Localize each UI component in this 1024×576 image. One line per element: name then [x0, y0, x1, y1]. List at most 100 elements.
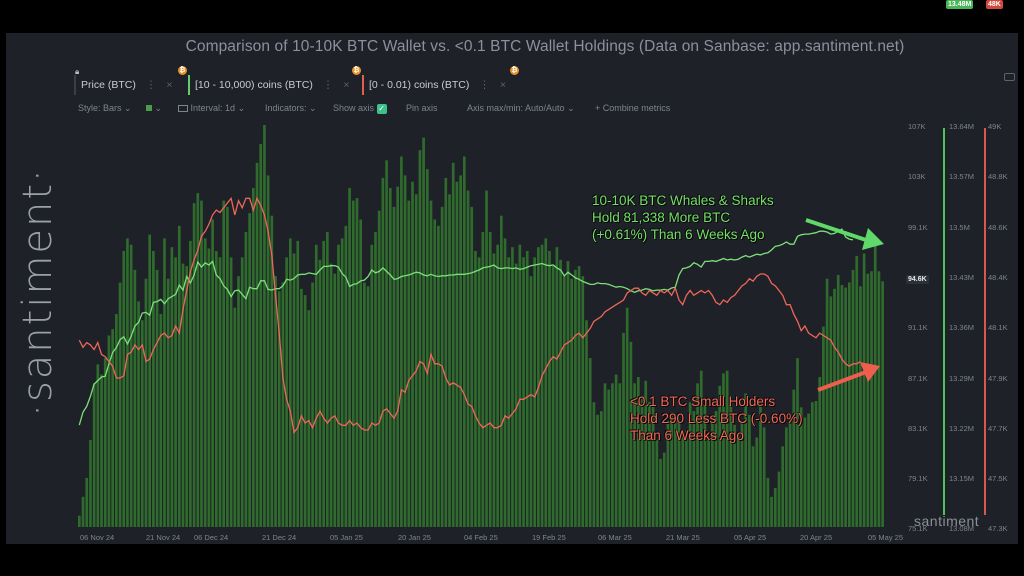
price-axis-tick: 83.1K	[908, 423, 928, 433]
price-bar	[633, 383, 636, 527]
price-bar	[562, 276, 566, 527]
price-bar	[207, 248, 211, 527]
price-bar	[233, 307, 237, 527]
price-bar	[759, 402, 762, 527]
whales-arrow	[805, 218, 873, 244]
combine-metrics-button[interactable]: + Combine metrics	[595, 103, 671, 113]
price-bar	[470, 206, 474, 527]
price-bar	[644, 380, 648, 527]
price-bar	[222, 200, 226, 527]
price-bar	[474, 251, 477, 527]
bitcoin-coin-icon: ₿	[178, 66, 187, 75]
price-bar	[500, 215, 503, 527]
small-axis-tick: 48.1K	[988, 323, 1008, 333]
color-picker[interactable]: ⌄	[146, 103, 162, 114]
price-axis-tick: 87.1K	[908, 373, 928, 383]
whales-annotation: 10-10K BTC Whales & Sharks Hold 81,338 M…	[592, 192, 774, 243]
price-bar	[581, 276, 585, 527]
price-bar	[196, 193, 200, 527]
price-bar	[189, 240, 192, 527]
price-bar	[748, 414, 751, 527]
price-bar	[462, 156, 466, 527]
price-bar	[873, 240, 877, 527]
price-bar	[118, 282, 122, 527]
small-axis-tick: 48.8K	[988, 172, 1008, 182]
price-bar	[762, 427, 766, 527]
small-axis-tick: 47.9K	[988, 373, 1008, 383]
price-bar	[803, 417, 807, 527]
price-bar	[688, 402, 692, 527]
small-holders-arrowhead	[860, 362, 880, 382]
price-bar	[78, 515, 81, 527]
price-bar	[192, 203, 196, 527]
price-bar	[281, 282, 285, 527]
legend-small-close-icon[interactable]: ×	[499, 78, 507, 91]
legend-price-swatch	[74, 75, 76, 95]
price-bar	[355, 198, 359, 527]
price-bar	[799, 407, 803, 527]
price-bar	[662, 452, 666, 527]
price-bar	[736, 435, 740, 527]
price-bar	[429, 200, 433, 527]
price-bar	[240, 257, 244, 527]
price-bar	[566, 261, 570, 527]
chevron-down-icon: ⌄	[154, 103, 163, 113]
price-bar	[699, 370, 703, 527]
price-bar	[370, 244, 374, 527]
price-bar	[525, 251, 529, 527]
legend-small-menu-icon[interactable]: ⋮	[479, 78, 490, 91]
price-bar	[570, 278, 574, 527]
price-bar	[503, 238, 507, 527]
price-bar	[170, 247, 174, 527]
price-bar	[729, 398, 733, 527]
price-bar	[655, 440, 659, 527]
price-bar	[522, 257, 525, 527]
price-bar	[496, 244, 499, 527]
legend-price-close-icon[interactable]: ×	[166, 78, 173, 91]
price-bar	[818, 377, 822, 527]
price-bar	[144, 278, 148, 527]
camera-icon[interactable]	[1004, 73, 1015, 81]
price-bar	[866, 273, 870, 527]
price-bar	[255, 162, 259, 528]
style-select[interactable]: Style: Bars ⌄	[78, 103, 132, 114]
price-bar	[703, 404, 707, 527]
chevron-down-icon: ⌄	[567, 103, 575, 113]
axis-maxmin-select[interactable]: Axis max/min: Auto/Auto ⌄	[467, 103, 575, 114]
legend-whales-close-icon[interactable]: ×	[343, 78, 350, 91]
price-bar	[810, 402, 814, 527]
pin-axis-toggle[interactable]: Pin axis	[406, 103, 438, 113]
show-axis-toggle[interactable]: Show axis ✓	[333, 103, 387, 114]
lock-icon[interactable]: 🔒︎	[75, 67, 80, 76]
legend-small[interactable]: [0 - 0.01) coins (BTC) ⋮ ×	[362, 75, 506, 95]
legend-whales[interactable]: [10 - 10,000) coins (BTC) ⋮ ×	[188, 75, 350, 95]
price-bar	[311, 282, 314, 527]
price-bar	[437, 225, 440, 528]
price-bar	[351, 200, 355, 527]
price-bar	[292, 253, 296, 527]
price-bar	[488, 232, 492, 527]
whales-axis-tick: 13.64M	[949, 122, 975, 131]
price-bar	[381, 177, 385, 527]
price-bar	[152, 251, 155, 527]
price-bar	[448, 194, 451, 528]
price-bar	[226, 206, 229, 527]
legend-price-menu-icon[interactable]: ⋮	[145, 78, 157, 91]
price-bar	[333, 273, 337, 527]
indicators-select[interactable]: Indicators: ⌄	[265, 103, 317, 114]
chevron-down-icon: ⌄	[124, 103, 132, 113]
price-bar	[359, 219, 363, 527]
price-bar	[89, 440, 92, 527]
price-bar	[481, 232, 485, 527]
legend-price[interactable]: 🔒︎ Price (BTC) ⋮ ×	[74, 67, 173, 95]
interval-select[interactable]: Interval: 1d ⌄	[178, 103, 245, 114]
price-bar	[518, 244, 522, 527]
price-axis-tick: 99.1K	[908, 222, 928, 232]
legend-whales-menu-icon[interactable]: ⋮	[322, 78, 334, 91]
price-bar	[111, 329, 114, 527]
price-bar	[459, 175, 462, 527]
legend-small-label: [0 - 0.01) coins (BTC)	[369, 78, 470, 91]
price-bar	[407, 200, 411, 527]
checkbox-checked-icon[interactable]: ✓	[376, 103, 387, 114]
price-axis-tick: 75.1K	[908, 524, 928, 534]
